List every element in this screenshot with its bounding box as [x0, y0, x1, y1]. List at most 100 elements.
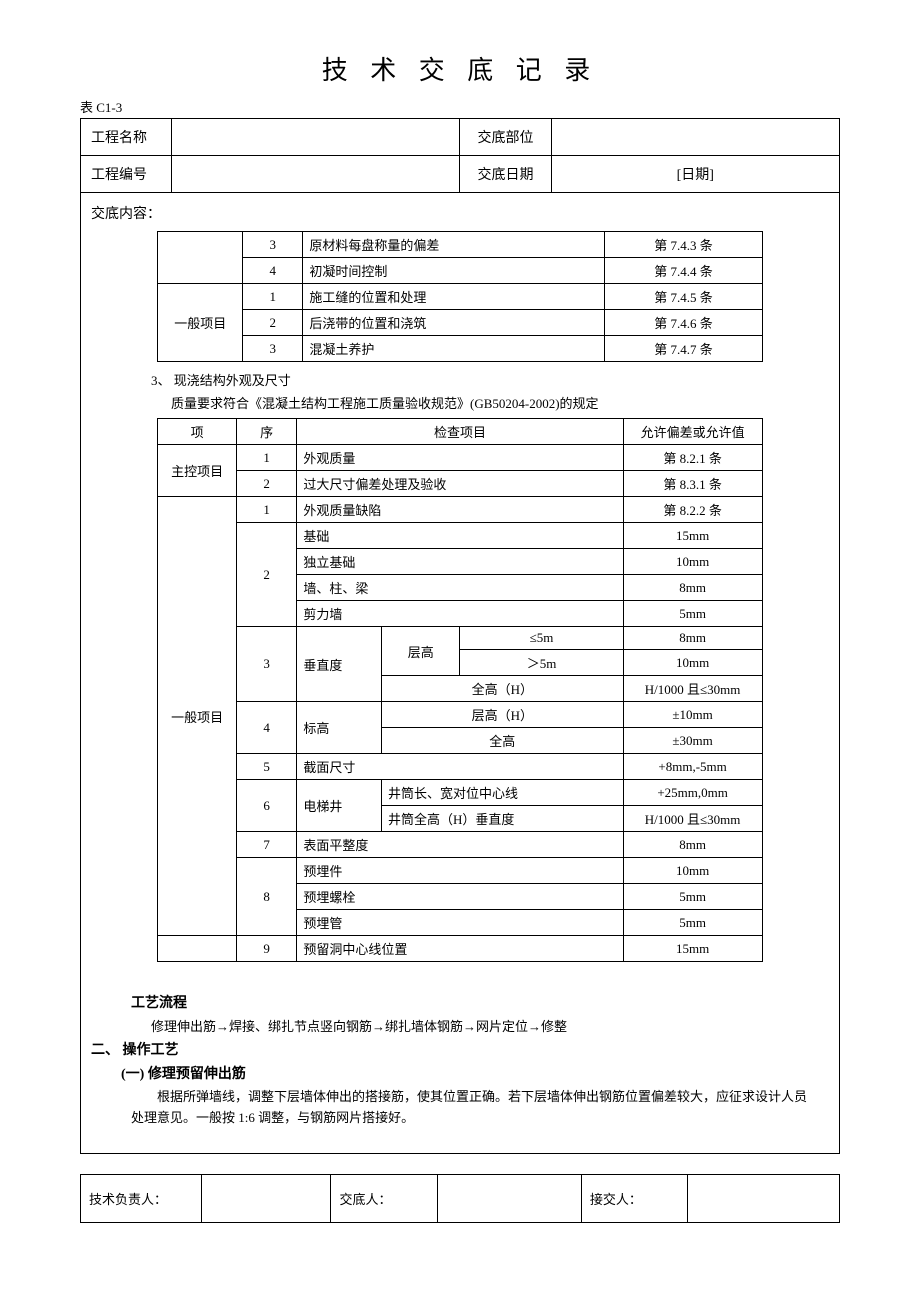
cell: 过大尺寸偏差处理及验收 — [297, 471, 623, 497]
footer-table: 技术负责人： 交底人： 接交人： — [80, 1174, 840, 1223]
cell: +25mm,0mm — [623, 780, 762, 806]
dept-value — [551, 119, 839, 156]
cell: 基础 — [297, 523, 623, 549]
cell: 第 7.4.7 条 — [605, 336, 762, 362]
cell: 第 8.2.2 条 — [623, 497, 762, 523]
cell: 5mm — [623, 884, 762, 910]
cell: 剪力墙 — [297, 601, 623, 627]
cell: 2 — [236, 523, 296, 627]
cell: ＞5m — [460, 650, 623, 676]
cell: ≤5m — [460, 627, 623, 650]
cell: 7 — [236, 832, 296, 858]
cell: 全高 — [381, 728, 623, 754]
page-title: 技 术 交 底 记 录 — [80, 50, 840, 87]
cell: 10mm — [623, 549, 762, 575]
cell: 全高（H） — [381, 676, 623, 702]
cell: 第 7.4.3 条 — [605, 232, 762, 258]
cell: 15mm — [623, 936, 762, 962]
cell: 第 7.4.5 条 — [605, 284, 762, 310]
cell: 3 — [236, 627, 296, 702]
tech-lead-label: 技术负责人： — [81, 1174, 202, 1222]
table1: 3 原材料每盘称量的偏差 第 7.4.3 条 4 初凝时间控制 第 7.4.4 … — [157, 231, 762, 362]
process-flow: 修理伸出筋→焊接、绑扎节点竖向钢筋→绑扎墙体钢筋→网片定位→修整 — [151, 1016, 829, 1035]
cell: 8mm — [623, 575, 762, 601]
cell: 4 — [236, 702, 296, 754]
header-table: 工程名称 交底部位 工程编号 交底日期 [日期] — [80, 118, 840, 193]
cell: 1 — [236, 445, 296, 471]
header-cell: 允许偏差或允许值 — [623, 419, 762, 445]
cell: 一般项目 — [158, 497, 237, 936]
cell: 井筒全高（H）垂直度 — [381, 806, 623, 832]
header-cell: 检查项目 — [297, 419, 623, 445]
header-cell: 项 — [158, 419, 237, 445]
cell: 后浇带的位置和浇筑 — [303, 310, 605, 336]
table-row: 2 基础 15mm — [158, 523, 762, 549]
cell: 15mm — [623, 523, 762, 549]
table-row: 6 电梯井 井筒长、宽对位中心线 +25mm,0mm — [158, 780, 762, 806]
content-wrapper: 交底内容： 3 原材料每盘称量的偏差 第 7.4.3 条 4 初凝时间控制 第 … — [80, 193, 840, 1154]
cell: 层高 — [381, 627, 460, 676]
cell: 主控项目 — [158, 445, 237, 497]
cell: 9 — [236, 936, 296, 962]
table2: 项 序 检查项目 允许偏差或允许值 主控项目 1 外观质量 第 8.2.1 条 … — [157, 418, 762, 962]
cell: 层高（H） — [381, 702, 623, 728]
table-row: 3 混凝土养护 第 7.4.7 条 — [158, 336, 762, 362]
cell: 标高 — [297, 702, 382, 754]
cell: +8mm,-5mm — [623, 754, 762, 780]
content-label: 交底内容： — [91, 199, 829, 231]
table-row: 4 标高 层高（H） ±10mm — [158, 702, 762, 728]
cell: 第 8.2.1 条 — [623, 445, 762, 471]
table-row: 主控项目 1 外观质量 第 8.2.1 条 — [158, 445, 762, 471]
table-row: 9 预留洞中心线位置 15mm — [158, 936, 762, 962]
cell: 预埋管 — [297, 910, 623, 936]
cell: 1 — [236, 497, 296, 523]
table-row: 项 序 检查项目 允许偏差或允许值 — [158, 419, 762, 445]
process-heading: 工艺流程 — [131, 992, 829, 1012]
tech-lead-value — [202, 1174, 331, 1222]
cell: 10mm — [623, 858, 762, 884]
dept-label: 交底部位 — [460, 119, 551, 156]
disclose-label: 交底人： — [331, 1174, 437, 1222]
header-cell: 序 — [236, 419, 296, 445]
project-name-label: 工程名称 — [81, 119, 172, 156]
note-1: 3、 现浇结构外观及尺寸 — [151, 370, 829, 389]
cell: ±10mm — [623, 702, 762, 728]
cell: 2 — [243, 310, 303, 336]
cell: 预留洞中心线位置 — [297, 936, 623, 962]
disclose-value — [437, 1174, 581, 1222]
cell: 5mm — [623, 601, 762, 627]
cell: 一般项目 — [158, 284, 243, 362]
date-value: [日期] — [551, 156, 839, 193]
cell: H/1000 且≤30mm — [623, 806, 762, 832]
table-row: 3 原材料每盘称量的偏差 第 7.4.3 条 — [158, 232, 762, 258]
cell: 1 — [243, 284, 303, 310]
cell: 垂直度 — [297, 627, 382, 702]
operation-heading: 二、 操作工艺 — [91, 1039, 829, 1059]
table-row: 一般项目 1 外观质量缺陷 第 8.2.2 条 — [158, 497, 762, 523]
table-row: 3 垂直度 层高 ≤5m 8mm — [158, 627, 762, 650]
cell: ±30mm — [623, 728, 762, 754]
cell: 混凝土养护 — [303, 336, 605, 362]
cell: 2 — [236, 471, 296, 497]
cell: 独立基础 — [297, 549, 623, 575]
cell: 5mm — [623, 910, 762, 936]
cell: 10mm — [623, 650, 762, 676]
cell: 预埋螺栓 — [297, 884, 623, 910]
cell: 5 — [236, 754, 296, 780]
project-no-value — [172, 156, 460, 193]
cell: H/1000 且≤30mm — [623, 676, 762, 702]
paragraph: 根据所弹墙线，调整下层墙体伸出的搭接筋，使其位置正确。若下层墙体伸出钢筋位置偏差… — [131, 1087, 809, 1129]
sub-heading: (一) 修理预留伸出筋 — [121, 1063, 829, 1083]
cell: 4 — [243, 258, 303, 284]
cell: 预埋件 — [297, 858, 623, 884]
table-row: 5 截面尺寸 +8mm,-5mm — [158, 754, 762, 780]
note-2: 质量要求符合《混凝土结构工程施工质量验收规范》(GB50204-2002)的规定 — [171, 393, 829, 412]
cell: 第 7.4.6 条 — [605, 310, 762, 336]
date-label: 交底日期 — [460, 156, 551, 193]
cell — [158, 232, 243, 284]
cell: 8 — [236, 858, 296, 936]
table-code: 表 C1-3 — [80, 97, 840, 116]
cell: 井筒长、宽对位中心线 — [381, 780, 623, 806]
cell: 8mm — [623, 627, 762, 650]
cell: 第 7.4.4 条 — [605, 258, 762, 284]
